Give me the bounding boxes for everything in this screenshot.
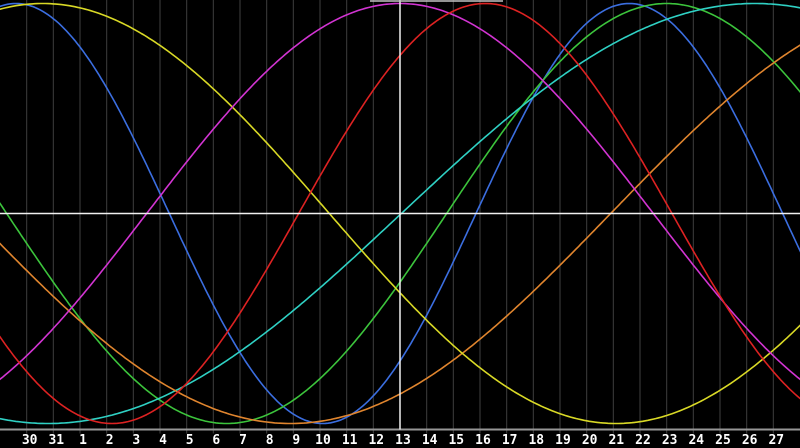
x-tick-label: 27: [768, 433, 784, 448]
x-tick-label: 4: [159, 433, 167, 448]
x-tick-label: 18: [528, 433, 544, 448]
x-tick-label: 9: [292, 433, 300, 448]
x-tick-label: 16: [475, 433, 491, 448]
x-tick-label: 17: [502, 433, 518, 448]
x-tick-label: 2: [106, 433, 114, 448]
x-tick-label: 3: [132, 433, 140, 448]
reference-lines: [0, 0, 800, 430]
x-tick-label-today: 13: [395, 433, 411, 448]
x-tick-label: 20: [582, 433, 598, 448]
x-tick-label: 23: [662, 433, 678, 448]
x-tick-label: 10: [315, 433, 331, 448]
x-tick-label: 25: [715, 433, 731, 448]
x-tick-label: 15: [448, 433, 464, 448]
x-tick-label: 11: [342, 433, 358, 448]
x-tick-label: 24: [688, 433, 704, 448]
x-axis-labels: 30 31 1 2 3 4 5 6 7 8 9 10 11 12 13 14 15 16 17 18 19 20 21 22 2…: [22, 433, 784, 448]
x-tick-label: 31: [48, 433, 64, 448]
x-tick-label: 14: [422, 433, 438, 448]
x-tick-label: 5: [186, 433, 194, 448]
x-tick-label: 26: [742, 433, 758, 448]
day-gridlines: [26, 0, 774, 434]
x-tick-label: 19: [555, 433, 571, 448]
x-tick-label: 21: [608, 433, 624, 448]
x-tick-label: 30: [22, 433, 38, 448]
x-tick-label: 8: [266, 433, 274, 448]
x-tick-label: 12: [368, 433, 384, 448]
x-tick-label: 1: [79, 433, 87, 448]
x-tick-label: 22: [635, 433, 651, 448]
x-tick-label: 7: [239, 433, 247, 448]
x-tick-label: 6: [212, 433, 220, 448]
